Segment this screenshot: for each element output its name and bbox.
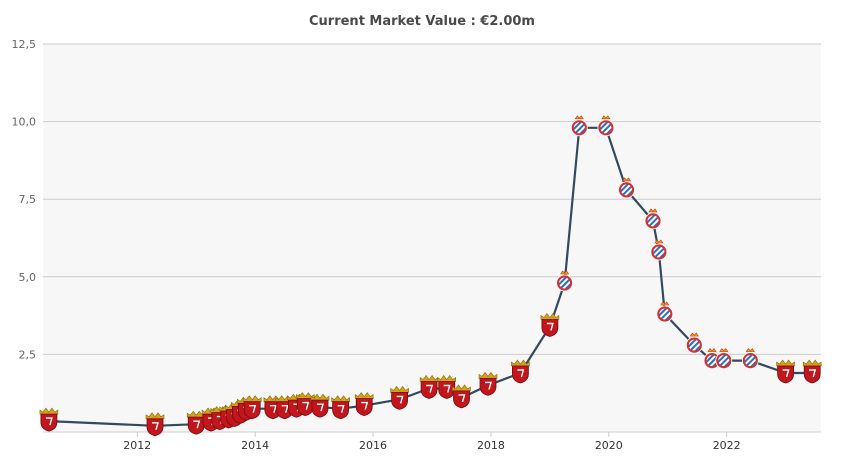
striped-crest-icon[interactable] bbox=[644, 208, 662, 230]
red-crest-icon[interactable] bbox=[39, 407, 59, 432]
red-crest-icon[interactable] bbox=[145, 412, 165, 437]
red-crest-icon[interactable] bbox=[242, 395, 262, 420]
y-axis: 12,5 10,0 7,5 5,0 2,5 bbox=[12, 38, 37, 361]
y-tick-label: 2,5 bbox=[19, 348, 37, 361]
striped-crest-icon[interactable] bbox=[556, 270, 573, 292]
x-tick-label: 2022 bbox=[713, 439, 741, 452]
x-axis: 2012 2014 2016 2018 2020 2022 bbox=[43, 431, 821, 452]
plot-background bbox=[43, 44, 821, 432]
red-crest-icon[interactable] bbox=[478, 371, 498, 396]
red-crest-icon[interactable] bbox=[390, 385, 409, 410]
red-crest-icon[interactable] bbox=[354, 392, 374, 417]
striped-crest-icon[interactable] bbox=[703, 348, 721, 370]
y-tick-label: 5,0 bbox=[19, 271, 37, 284]
chart-title: Current Market Value : €2.00m bbox=[309, 14, 535, 29]
striped-crest-icon[interactable] bbox=[618, 177, 635, 199]
x-tick-label: 2012 bbox=[123, 439, 151, 452]
red-crest-icon[interactable] bbox=[452, 384, 471, 409]
striped-crest-icon[interactable] bbox=[741, 348, 759, 370]
grid-lines bbox=[43, 43, 821, 355]
x-tick-label: 2018 bbox=[477, 439, 505, 452]
striped-crest-icon[interactable] bbox=[650, 239, 668, 261]
red-crest-icon[interactable] bbox=[511, 359, 530, 384]
data-markers bbox=[39, 115, 822, 437]
red-crest-icon[interactable] bbox=[331, 395, 350, 420]
striped-crest-icon[interactable] bbox=[685, 332, 703, 354]
striped-crest-icon[interactable] bbox=[656, 301, 674, 323]
y-tick-label: 12,5 bbox=[12, 38, 37, 51]
striped-crest-icon[interactable] bbox=[570, 115, 588, 137]
red-crest-icon[interactable] bbox=[540, 313, 560, 337]
red-crest-icon[interactable] bbox=[419, 375, 439, 399]
red-crest-icon[interactable] bbox=[802, 359, 822, 384]
y-tick-label: 7,5 bbox=[19, 193, 37, 206]
y-tick-label: 10,0 bbox=[12, 116, 37, 129]
x-tick-label: 2014 bbox=[241, 439, 269, 452]
red-crest-icon[interactable] bbox=[310, 393, 330, 418]
striped-crest-icon[interactable] bbox=[597, 115, 615, 137]
striped-crest-icon[interactable] bbox=[715, 348, 733, 370]
x-tick-label: 2020 bbox=[595, 439, 623, 452]
red-crest-icon[interactable] bbox=[776, 359, 795, 384]
x-tick-label: 2016 bbox=[359, 439, 387, 452]
